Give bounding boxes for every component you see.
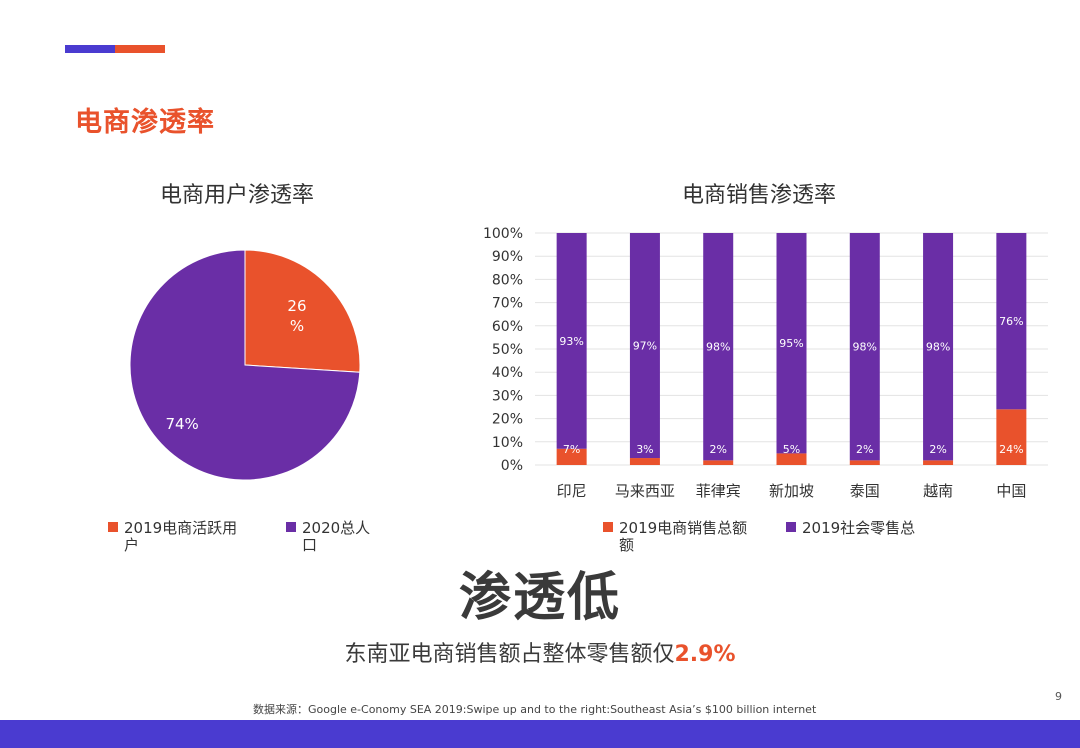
x-category-label-6: 中国: [996, 482, 1026, 500]
section-title: 电商渗透率: [75, 107, 215, 138]
x-category-label-0: 印尼: [557, 482, 587, 500]
y-tick-label-1: 10%: [492, 435, 523, 451]
x-category-label-2: 菲律宾: [696, 482, 741, 500]
bar-label-top-6: 76%: [999, 315, 1023, 328]
x-category-label-4: 泰国: [850, 482, 880, 500]
y-tick-label-9: 90%: [492, 249, 523, 265]
bar-1-6: [996, 233, 1027, 410]
y-tick-label-7: 70%: [492, 296, 523, 312]
pie-slice-1: [129, 249, 361, 481]
pie-chart-title: 电商用户渗透率: [160, 183, 315, 208]
y-tick-label-0: 0%: [501, 458, 523, 474]
bar-0-1: [629, 458, 660, 465]
y-tick-label-6: 60%: [492, 319, 523, 335]
bar-label-bottom-4: 2%: [856, 443, 873, 456]
pie-legend-item-active-users: 2019电商活跃用 户: [108, 520, 237, 554]
x-category-label-3: 新加坡: [769, 482, 814, 500]
bar-legend-swatch-orange: [603, 522, 613, 532]
subline: 东南亚电商销售额占整体零售额仅2.9%: [0, 636, 1080, 668]
y-tick-label-3: 30%: [492, 388, 523, 404]
bar-1-0: [556, 233, 587, 449]
accent-bar-blue: [65, 45, 115, 53]
pie-slice-0: [244, 249, 361, 373]
bar-label-top-1: 97%: [633, 340, 657, 353]
bottom-band: [0, 720, 1080, 748]
pie-chart: 26 % 74%: [129, 249, 361, 481]
accent-bar-orange: [115, 45, 165, 53]
bar-legend-item-retail: 2019社会零售总: [786, 520, 915, 537]
y-tick-label-10: 100%: [483, 226, 523, 242]
bar-legend-label-retail: 2019社会零售总: [802, 519, 916, 537]
y-tick-label-4: 40%: [492, 365, 523, 381]
bar-1-3: [776, 233, 807, 454]
headline: 渗透低: [458, 568, 621, 628]
bar-label-top-5: 98%: [926, 341, 950, 354]
pie-legend-label-population: 2020总人 口: [302, 519, 371, 554]
bar-label-bottom-2: 2%: [709, 443, 726, 456]
bar-0-3: [776, 453, 807, 465]
bar-label-bottom-5: 2%: [929, 443, 946, 456]
bar-0-0: [556, 448, 587, 465]
bar-0-5: [923, 460, 954, 465]
subline-highlight: 2.9%: [674, 642, 736, 667]
stacked-bar-chart: 0% 10% 20% 30% 40% 50% 60% 70% 80% 90% 100% 7% 93% 印尼…: [483, 226, 1048, 500]
bar-1-4: [849, 233, 880, 461]
pie-slice-label-1: 74%: [165, 415, 198, 433]
bar-1-5: [923, 233, 954, 461]
page-number: 9: [1055, 690, 1062, 703]
y-tick-label-5: 50%: [492, 342, 523, 358]
pie-slice-label-0: 26%: [287, 297, 306, 335]
pie-legend-label-active-users: 2019电商活跃用 户: [124, 519, 238, 554]
pie-legend-swatch-orange: [108, 522, 118, 532]
source-note: 数据来源：Google e-Conomy SEA 2019:Swipe up a…: [253, 703, 817, 716]
subline-text: 东南亚电商销售额占整体零售额仅: [344, 642, 675, 667]
bar-chart-title: 电商销售渗透率: [682, 183, 837, 208]
pie-legend-swatch-purple: [286, 522, 296, 532]
y-tick-label-2: 20%: [492, 412, 523, 428]
bar-0-6: [996, 409, 1027, 465]
bar-label-bottom-0: 7%: [563, 443, 580, 456]
bar-label-top-2: 98%: [706, 341, 730, 354]
bar-0-4: [849, 460, 880, 465]
x-category-label-5: 越南: [923, 482, 953, 500]
bar-legend-item-ecommerce: 2019电商销售总额 额: [603, 520, 747, 554]
bar-legend-label-ecommerce: 2019电商销售总额 额: [619, 519, 748, 554]
bar-label-top-0: 93%: [559, 335, 583, 348]
x-category-label-1: 马来西亚: [615, 482, 675, 500]
bar-label-top-4: 98%: [853, 341, 877, 354]
bar-1-2: [703, 233, 734, 461]
pie-legend-item-population: 2020总人 口: [286, 520, 370, 554]
bar-label-bottom-1: 3%: [636, 443, 653, 456]
bar-1-1: [629, 233, 660, 459]
bar-0-2: [703, 460, 734, 465]
bar-legend-swatch-purple: [786, 522, 796, 532]
bar-label-bottom-3: 5%: [783, 443, 800, 456]
bar-label-bottom-6: 24%: [999, 443, 1023, 456]
bar-label-top-3: 95%: [779, 337, 803, 350]
y-tick-label-8: 80%: [492, 272, 523, 288]
